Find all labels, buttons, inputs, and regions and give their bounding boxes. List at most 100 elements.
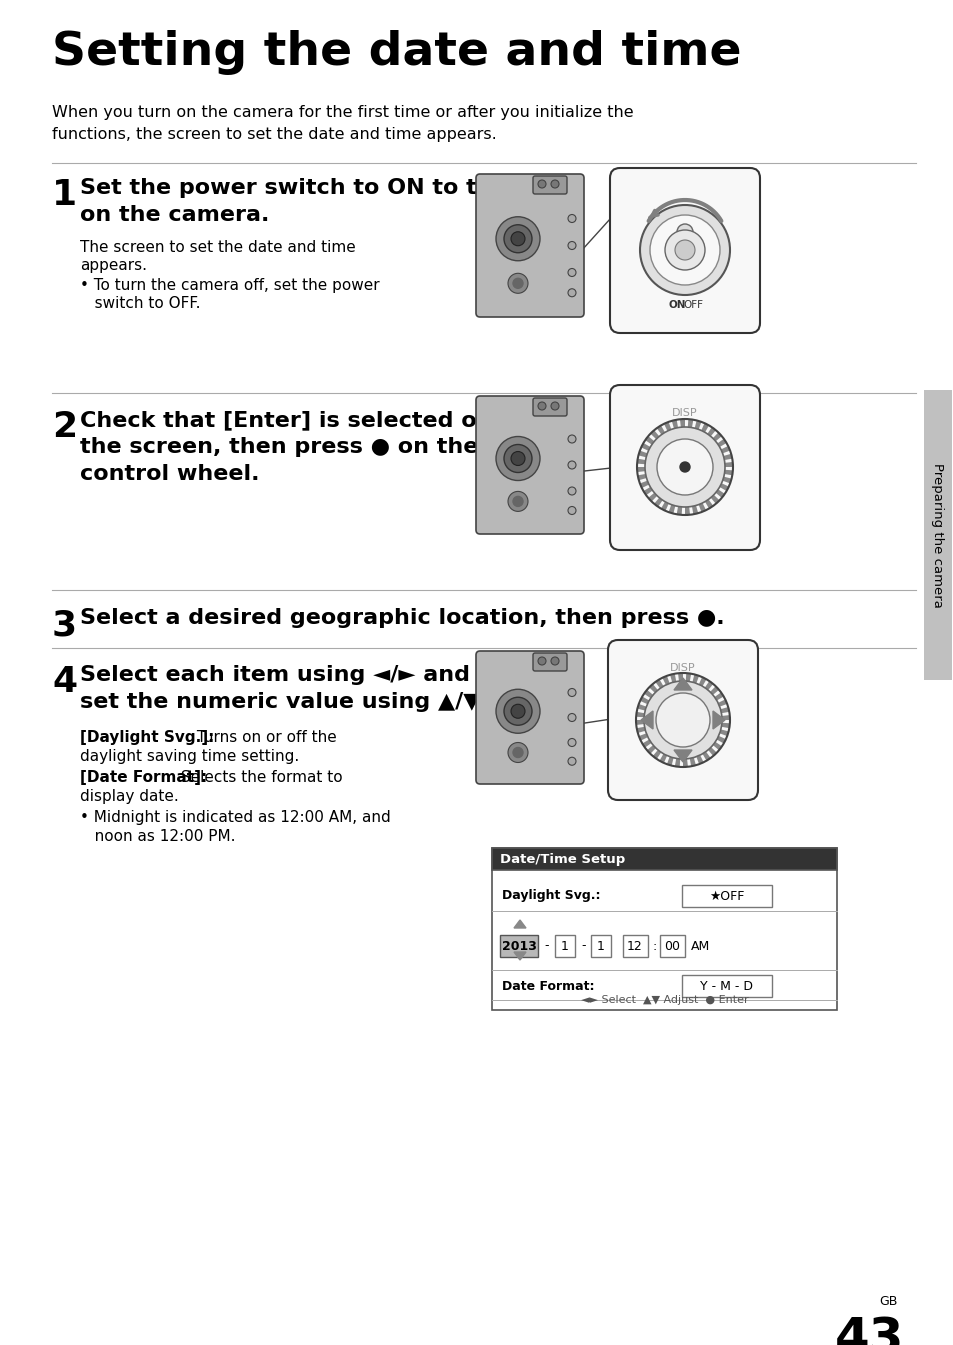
Text: OFF: OFF	[682, 300, 702, 309]
Circle shape	[567, 269, 576, 277]
Circle shape	[664, 230, 704, 270]
Polygon shape	[712, 712, 724, 729]
Text: Daylight Svg.:: Daylight Svg.:	[501, 889, 599, 902]
Text: 12: 12	[626, 940, 642, 952]
Wedge shape	[652, 751, 660, 759]
FancyBboxPatch shape	[476, 651, 583, 784]
Text: Selects the format to: Selects the format to	[175, 769, 342, 785]
Text: • Midnight is indicated as 12:00 AM, and: • Midnight is indicated as 12:00 AM, and	[80, 810, 391, 824]
Circle shape	[537, 402, 545, 410]
Wedge shape	[637, 459, 645, 464]
Circle shape	[649, 215, 720, 285]
Wedge shape	[678, 672, 682, 681]
Bar	[681, 885, 771, 907]
Text: switch to OFF.: switch to OFF.	[80, 296, 200, 311]
Wedge shape	[687, 420, 693, 428]
Circle shape	[507, 491, 527, 511]
Circle shape	[657, 438, 712, 495]
Wedge shape	[707, 746, 716, 756]
Bar	[622, 935, 647, 958]
Text: Select each item using ◄/► and: Select each item using ◄/► and	[80, 664, 470, 685]
Text: GB: GB	[879, 1295, 897, 1307]
Circle shape	[567, 689, 576, 697]
Text: DISP: DISP	[672, 408, 697, 418]
FancyBboxPatch shape	[476, 174, 583, 317]
Circle shape	[643, 681, 721, 759]
FancyBboxPatch shape	[476, 395, 583, 534]
Circle shape	[551, 402, 558, 410]
Wedge shape	[668, 504, 675, 514]
Wedge shape	[639, 480, 648, 488]
Text: 2: 2	[52, 410, 77, 444]
Wedge shape	[720, 447, 729, 453]
Text: 00: 00	[663, 940, 679, 952]
Wedge shape	[648, 685, 658, 693]
Text: 3: 3	[52, 608, 77, 642]
Circle shape	[567, 738, 576, 746]
Circle shape	[639, 204, 729, 295]
Text: Select a desired geographic location, then press ●.: Select a desired geographic location, th…	[80, 608, 724, 628]
Wedge shape	[659, 753, 666, 763]
Circle shape	[503, 225, 532, 253]
Wedge shape	[720, 707, 728, 713]
Text: Date/Time Setup: Date/Time Setup	[499, 853, 624, 865]
Circle shape	[513, 748, 522, 757]
Text: Setting the date and time: Setting the date and time	[52, 30, 740, 75]
FancyBboxPatch shape	[533, 654, 566, 671]
Wedge shape	[692, 674, 699, 683]
Wedge shape	[671, 420, 678, 429]
Circle shape	[567, 214, 576, 222]
Wedge shape	[723, 469, 732, 475]
Wedge shape	[663, 422, 671, 430]
Circle shape	[537, 656, 545, 664]
Wedge shape	[637, 467, 644, 472]
FancyBboxPatch shape	[609, 385, 760, 550]
Wedge shape	[636, 712, 644, 717]
FancyBboxPatch shape	[533, 398, 566, 416]
Wedge shape	[640, 443, 650, 451]
Wedge shape	[650, 430, 659, 440]
Bar	[492, 847, 836, 1010]
Text: • To turn the camera off, set the power: • To turn the camera off, set the power	[80, 278, 379, 293]
Wedge shape	[676, 506, 681, 515]
Text: noon as 12:00 PM.: noon as 12:00 PM.	[80, 829, 235, 845]
Wedge shape	[661, 675, 669, 685]
Wedge shape	[638, 451, 647, 457]
Bar	[492, 847, 836, 870]
Wedge shape	[719, 729, 728, 736]
Text: ◄► Select  ▲▼ Adjust  ● Enter: ◄► Select ▲▼ Adjust ● Enter	[580, 995, 747, 1005]
FancyBboxPatch shape	[607, 640, 758, 800]
Circle shape	[679, 461, 689, 472]
Text: 1: 1	[52, 178, 77, 213]
Circle shape	[496, 217, 539, 261]
Text: [Date Format]:: [Date Format]:	[80, 769, 207, 785]
Circle shape	[675, 239, 695, 260]
Circle shape	[644, 426, 724, 507]
Text: -: -	[543, 940, 548, 952]
Circle shape	[567, 507, 576, 515]
Circle shape	[503, 697, 532, 725]
Wedge shape	[721, 716, 729, 720]
Circle shape	[507, 742, 527, 763]
Wedge shape	[701, 752, 710, 761]
Wedge shape	[716, 736, 725, 744]
Wedge shape	[721, 476, 731, 483]
Circle shape	[537, 180, 545, 188]
Circle shape	[496, 689, 539, 733]
Circle shape	[507, 273, 527, 293]
Circle shape	[567, 434, 576, 443]
Circle shape	[551, 656, 558, 664]
Wedge shape	[718, 699, 726, 706]
Polygon shape	[673, 678, 691, 690]
Polygon shape	[673, 751, 691, 763]
Wedge shape	[712, 742, 721, 751]
Wedge shape	[669, 674, 676, 682]
Wedge shape	[639, 733, 647, 741]
Text: 1: 1	[597, 940, 604, 952]
Wedge shape	[646, 745, 656, 753]
Wedge shape	[684, 507, 689, 515]
Wedge shape	[719, 483, 728, 491]
Bar	[499, 935, 537, 958]
Wedge shape	[699, 677, 706, 686]
Wedge shape	[706, 428, 715, 436]
